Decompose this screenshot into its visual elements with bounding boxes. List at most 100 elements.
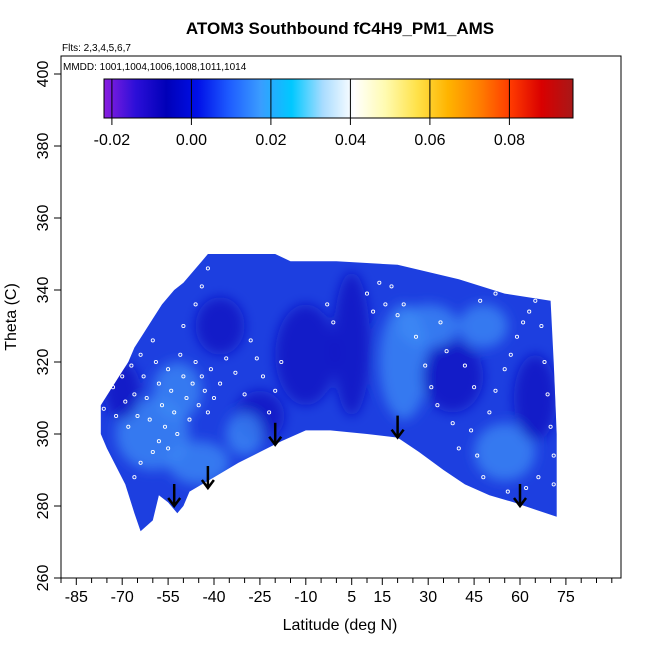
sample-point xyxy=(144,395,149,401)
sample-point xyxy=(551,482,556,487)
sample-point xyxy=(193,302,198,307)
sample-point xyxy=(456,446,461,451)
sample-point xyxy=(508,352,513,357)
sample-point xyxy=(383,302,388,307)
sample-point xyxy=(539,323,544,329)
y-tick-label: 300 xyxy=(35,421,52,448)
y-axis: 260 280 300 320 340 360 380 400 xyxy=(35,61,61,592)
x-tick-label: 60 xyxy=(511,589,529,606)
sample-point xyxy=(267,410,272,415)
colorbar: -0.02 0.00 0.02 0.04 0.06 0.08 xyxy=(94,78,574,149)
x-tick-label: -85 xyxy=(65,589,88,606)
field-patch-3 xyxy=(275,304,337,406)
sample-point xyxy=(401,302,406,307)
sample-point xyxy=(153,359,158,365)
sample-point xyxy=(169,388,174,393)
sample-point xyxy=(205,410,210,415)
sample-point xyxy=(135,413,140,419)
sample-point xyxy=(438,320,443,325)
colorbar-gradient xyxy=(104,79,573,118)
sample-point xyxy=(233,370,238,375)
tropopause-arrow xyxy=(390,415,405,440)
sample-point xyxy=(545,392,550,397)
colorbar-frame xyxy=(103,78,574,119)
x-tick-label: -55 xyxy=(157,589,180,606)
sample-point xyxy=(156,381,161,386)
y-tick-label: 400 xyxy=(35,61,52,88)
sample-point xyxy=(536,475,541,480)
x-axis-label: Latitude (deg N) xyxy=(283,617,398,634)
sample-point xyxy=(413,334,419,339)
sample-point xyxy=(331,320,336,325)
sample-point xyxy=(493,388,498,393)
sample-point xyxy=(205,266,210,271)
tropopause-arrow xyxy=(200,466,215,491)
sample-point xyxy=(184,395,189,401)
sample-point xyxy=(435,403,440,408)
sample-point xyxy=(172,410,177,415)
x-axis: -85 -70 -55 -40 -25 -10 5 15 30 45 60 75 xyxy=(60,578,613,606)
sample-point xyxy=(481,475,486,480)
sample-point xyxy=(429,385,434,390)
sample-point xyxy=(190,381,195,386)
sample-point xyxy=(527,309,532,314)
x-tick-label: -40 xyxy=(202,589,225,606)
sample-point xyxy=(273,388,278,393)
sample-point xyxy=(175,431,180,437)
sample-point xyxy=(450,421,455,426)
sample-point xyxy=(187,417,192,422)
sample-point xyxy=(132,392,137,397)
sample-point xyxy=(138,460,143,465)
sample-point xyxy=(423,363,428,368)
sample-point xyxy=(162,424,168,429)
field-patch-10 xyxy=(195,297,245,355)
x-tick-label: 75 xyxy=(557,589,575,606)
field-patch-1 xyxy=(168,441,230,485)
y-tick-label: 320 xyxy=(35,349,52,376)
field-patch-13 xyxy=(458,304,508,348)
sample-point xyxy=(524,485,529,491)
colorbar-tick-label: 0.04 xyxy=(335,132,366,149)
y-tick-label: 280 xyxy=(35,493,52,520)
sample-point xyxy=(505,489,510,494)
field-patch-7 xyxy=(474,423,536,481)
sample-point xyxy=(469,428,474,433)
sample-point xyxy=(371,309,376,314)
sample-point xyxy=(141,374,146,379)
heatmap-field xyxy=(100,254,557,532)
sample-point xyxy=(279,359,284,365)
x-tick-label: 30 xyxy=(419,589,437,606)
field-patch-4 xyxy=(333,272,371,416)
sample-point xyxy=(389,284,394,289)
y-tick-label: 260 xyxy=(35,565,52,592)
sample-point xyxy=(364,291,370,296)
colorbar-tick-label: 0.02 xyxy=(255,132,286,149)
sample-point xyxy=(462,363,467,368)
sample-point xyxy=(242,392,247,397)
sample-point xyxy=(487,410,492,415)
field-patch-14 xyxy=(226,412,263,456)
sample-point xyxy=(159,403,165,408)
sample-point xyxy=(110,385,116,390)
x-tick-label: 5 xyxy=(347,589,356,606)
field-patch-9 xyxy=(103,362,141,420)
sample-point xyxy=(123,399,128,404)
tropopause-arrow xyxy=(513,484,527,509)
sample-point xyxy=(129,363,134,368)
sample-point xyxy=(193,359,198,365)
sample-point xyxy=(325,302,330,307)
x-tick-label: -70 xyxy=(111,589,134,606)
sample-point xyxy=(138,352,143,357)
x-tick-label: 15 xyxy=(373,589,391,606)
sample-point xyxy=(181,374,186,379)
sample-point xyxy=(218,381,223,386)
sample-point xyxy=(514,334,520,339)
y-tick-label: 380 xyxy=(35,133,52,160)
colorbar-tick-label: -0.02 xyxy=(94,132,131,149)
sample-point xyxy=(181,323,186,329)
sample-point xyxy=(211,395,217,401)
field-variation xyxy=(103,272,557,485)
sample-point xyxy=(551,453,556,458)
tropopause-arrow xyxy=(268,422,283,447)
